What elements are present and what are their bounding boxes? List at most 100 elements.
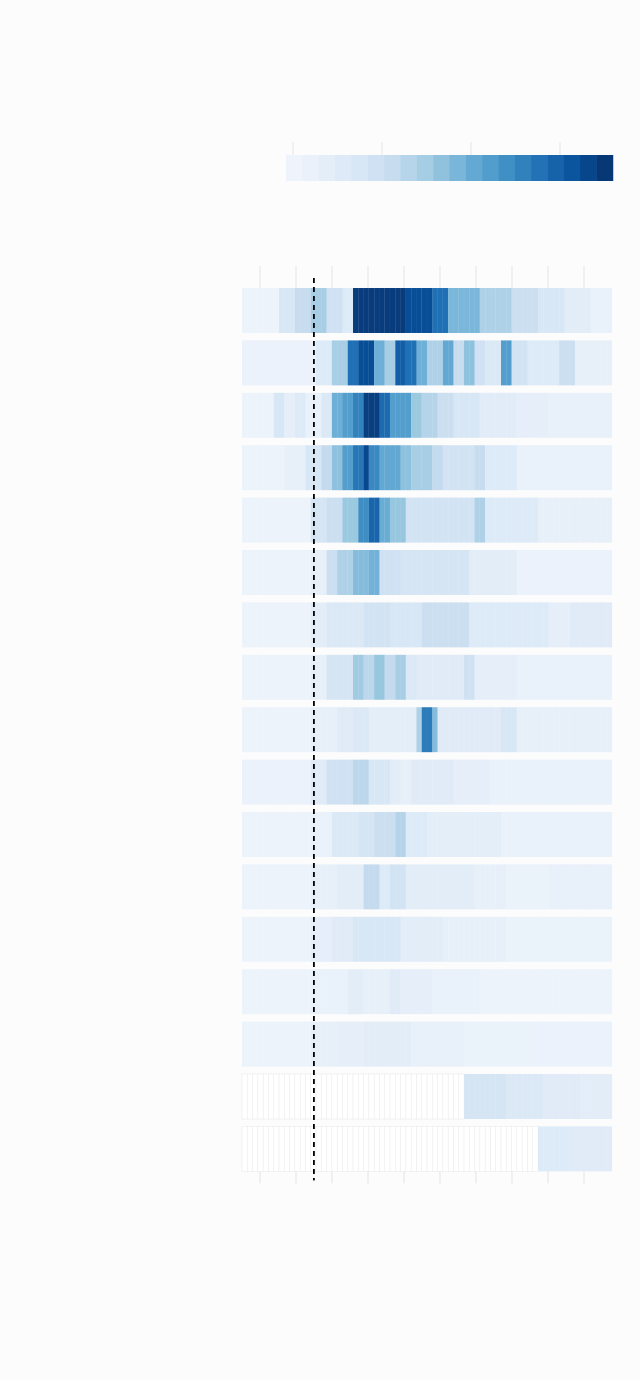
heatmap-cell: [432, 392, 438, 438]
heatmap-cell: [484, 707, 491, 753]
heatmap-cell: [389, 864, 396, 910]
heatmap-cell: [516, 445, 523, 491]
heatmap-cell: [262, 969, 269, 1015]
heatmap-cell: [315, 811, 322, 858]
heatmap-cell: [469, 445, 475, 491]
heatmap-cell: [606, 287, 613, 334]
heatmap-cell: [537, 916, 544, 962]
heatmap-cell: [580, 497, 586, 543]
heatmap-cell: [389, 707, 396, 753]
heatmap-cell: [500, 864, 507, 910]
heatmap-cell: [601, 1021, 607, 1067]
heatmap-cell: [569, 392, 576, 438]
heatmap-cell: [315, 654, 322, 700]
heatmap-cell: [331, 707, 338, 753]
heatmap-cell: [553, 602, 560, 648]
heatmap-cell: [305, 445, 311, 491]
heatmap-cell: [521, 340, 528, 386]
heatmap-cell: [500, 811, 507, 858]
heatmap-cell-missing: [458, 1126, 465, 1172]
heatmap-cell: [268, 497, 274, 543]
heatmap-cell: [595, 1021, 602, 1067]
heatmap-cell: [469, 759, 475, 805]
heatmap-cell: [506, 969, 512, 1015]
heatmap-cell: [352, 497, 359, 543]
heatmap-cell: [284, 392, 290, 438]
heatmap-cell: [363, 916, 370, 962]
heatmap-cell: [447, 916, 454, 962]
heatmap-cell-missing: [347, 1126, 354, 1172]
heatmap-cell: [447, 602, 454, 648]
heatmap-cell: [453, 916, 459, 962]
heatmap-cell: [521, 864, 528, 910]
heatmap-cell: [500, 445, 507, 491]
heatmap-cell: [574, 392, 581, 438]
heatmap-cell: [490, 445, 496, 491]
heatmap-cell: [273, 916, 280, 962]
heatmap-cell: [569, 445, 576, 491]
heatmap-cell: [495, 392, 502, 438]
heatmap-cell: [437, 969, 444, 1015]
heatmap-cell: [358, 497, 364, 543]
heatmap-cell: [601, 654, 607, 700]
heatmap-cell: [384, 549, 391, 596]
heatmap-cell: [294, 1021, 301, 1067]
heatmap-cell-missing: [347, 1073, 354, 1120]
heatmap-cell: [289, 392, 296, 438]
heatmap-cell: [278, 654, 285, 700]
heatmap-cell: [247, 392, 253, 438]
heatmap-cell: [426, 759, 433, 805]
top-axis-ticks: [259, 266, 585, 288]
heatmap-cell: [262, 864, 269, 910]
heatmap-cell: [532, 549, 539, 596]
heatmap-cell: [601, 707, 607, 753]
legend-color-step: [498, 155, 516, 181]
heatmap-cell: [490, 340, 496, 386]
heatmap-cell: [463, 654, 470, 700]
heatmap-cell: [352, 1021, 359, 1067]
heatmap-cell-missing: [490, 1126, 497, 1172]
heatmap-cell: [257, 1021, 264, 1067]
heatmap-cell: [416, 1021, 422, 1067]
heatmap-row: [241, 549, 613, 596]
heatmap-cell-missing: [437, 1073, 444, 1120]
heatmap-cell: [384, 654, 391, 700]
heatmap-cell: [574, 916, 581, 962]
heatmap-cell: [421, 445, 428, 491]
heatmap-cell: [574, 864, 581, 910]
heatmap-cell: [548, 549, 555, 596]
heatmap-cell: [553, 1021, 560, 1067]
heatmap-cell: [564, 445, 570, 491]
heatmap-cell: [405, 759, 412, 805]
heatmap-cell: [268, 759, 274, 805]
heatmap-cell: [278, 549, 285, 596]
heatmap-cell: [273, 392, 280, 438]
heatmap-row: [241, 969, 613, 1015]
heatmap-cell: [284, 707, 290, 753]
heatmap-cell: [601, 969, 607, 1015]
heatmap-cell-missing: [305, 1073, 312, 1120]
heatmap-cell: [548, 969, 555, 1015]
heatmap-cell: [437, 392, 444, 438]
heatmap-cell: [558, 549, 565, 596]
heatmap-cell: [262, 549, 269, 596]
heatmap-cell: [442, 969, 449, 1015]
heatmap-cell: [543, 287, 549, 334]
heatmap-cell: [358, 287, 364, 334]
heatmap-cell: [405, 497, 412, 543]
heatmap-cell: [305, 864, 311, 910]
heatmap-cell: [606, 707, 613, 753]
heatmap-cell: [447, 811, 454, 858]
heatmap-cell: [321, 707, 327, 753]
heatmap-cell: [421, 287, 428, 334]
heatmap-cell: [284, 864, 290, 910]
heatmap-cell: [495, 1073, 502, 1120]
heatmap-cell: [606, 916, 613, 962]
heatmap-cell: [352, 392, 359, 438]
heatmap-cell: [241, 602, 248, 648]
heatmap-cell-missing: [373, 1126, 380, 1172]
heatmap-cell: [305, 969, 311, 1015]
heatmap-cell: [352, 811, 359, 858]
heatmap-cell: [278, 602, 285, 648]
heatmap-cell-missing: [241, 1126, 248, 1172]
